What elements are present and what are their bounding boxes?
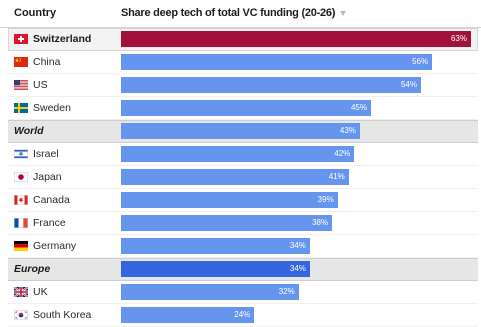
bar: 34% — [121, 238, 310, 254]
value-label: 39% — [317, 195, 334, 204]
value-column-header-label: Share deep tech of total VC funding (20-… — [121, 7, 336, 19]
uk-flag-icon — [14, 287, 28, 297]
table-row: South Korea 24% — [8, 304, 478, 327]
table-row: China 56% — [8, 51, 478, 74]
value-label: 32% — [278, 287, 295, 296]
switzerland-flag-icon — [14, 34, 28, 44]
table-row: Switzerland 63% — [8, 28, 478, 51]
table-row: France 38% — [8, 212, 478, 235]
country-label: China — [33, 56, 61, 68]
country-label: Israel — [33, 148, 59, 160]
japan-flag-icon — [14, 172, 28, 182]
sweden-flag-icon — [14, 103, 28, 113]
canada-flag-icon — [14, 195, 28, 205]
value-label: 63% — [450, 34, 467, 43]
country-label: Germany — [33, 240, 77, 252]
country-label: Japan — [33, 171, 62, 183]
table-body: Switzerland 63% China 56% US 54% Sweden 45% Worl… — [8, 28, 478, 327]
table-row: Israel 42% — [8, 143, 478, 166]
bar: 56% — [121, 54, 433, 70]
country-label: South Korea — [33, 309, 92, 321]
value-column-header[interactable]: Share deep tech of total VC funding (20-… — [121, 7, 347, 19]
table-row: Sweden 45% — [8, 97, 478, 120]
country-label: UK — [33, 286, 48, 298]
value-label: 43% — [339, 126, 356, 135]
value-label: 38% — [312, 218, 329, 227]
bar: 54% — [121, 77, 421, 93]
bar: 63% — [121, 31, 471, 47]
country-label: Switzerland — [33, 33, 92, 45]
table-row: Canada 39% — [8, 189, 478, 212]
china-flag-icon — [14, 57, 28, 67]
country-label: Canada — [33, 194, 70, 206]
table-row: UK 32% — [8, 281, 478, 304]
country-label: Sweden — [33, 102, 71, 114]
table-row: Europe 34% — [8, 258, 478, 281]
table-row: US 54% — [8, 74, 478, 97]
bar: 38% — [121, 215, 333, 231]
value-label: 54% — [400, 80, 417, 89]
france-flag-icon — [14, 218, 28, 228]
bar: 41% — [121, 169, 349, 185]
bar: 43% — [121, 123, 360, 139]
table-header: Country Share deep tech of total VC fund… — [0, 0, 481, 28]
bar: 34% — [121, 261, 310, 277]
table-row: Japan 41% — [8, 166, 478, 189]
value-label: 24% — [234, 310, 251, 319]
sort-descending-icon[interactable] — [340, 10, 347, 16]
country-label: US — [33, 79, 48, 91]
south-korea-flag-icon — [14, 310, 28, 320]
country-label: Europe — [14, 263, 51, 275]
country-label: France — [33, 217, 66, 229]
bar: 45% — [121, 100, 371, 116]
country-label: World — [14, 125, 44, 137]
bar: 24% — [121, 307, 255, 323]
us-flag-icon — [14, 80, 28, 90]
value-label: 56% — [412, 57, 429, 66]
israel-flag-icon — [14, 149, 28, 159]
bar: 32% — [121, 284, 299, 300]
table-row: World 43% — [8, 120, 478, 143]
country-column-header[interactable]: Country — [14, 7, 57, 19]
table-row: Germany 34% — [8, 235, 478, 258]
value-label: 42% — [334, 149, 351, 158]
bar: 42% — [121, 146, 355, 162]
value-label: 34% — [289, 264, 306, 273]
value-label: 45% — [350, 103, 367, 112]
germany-flag-icon — [14, 241, 28, 251]
value-label: 34% — [289, 241, 306, 250]
bar: 39% — [121, 192, 338, 208]
value-label: 41% — [328, 172, 345, 181]
